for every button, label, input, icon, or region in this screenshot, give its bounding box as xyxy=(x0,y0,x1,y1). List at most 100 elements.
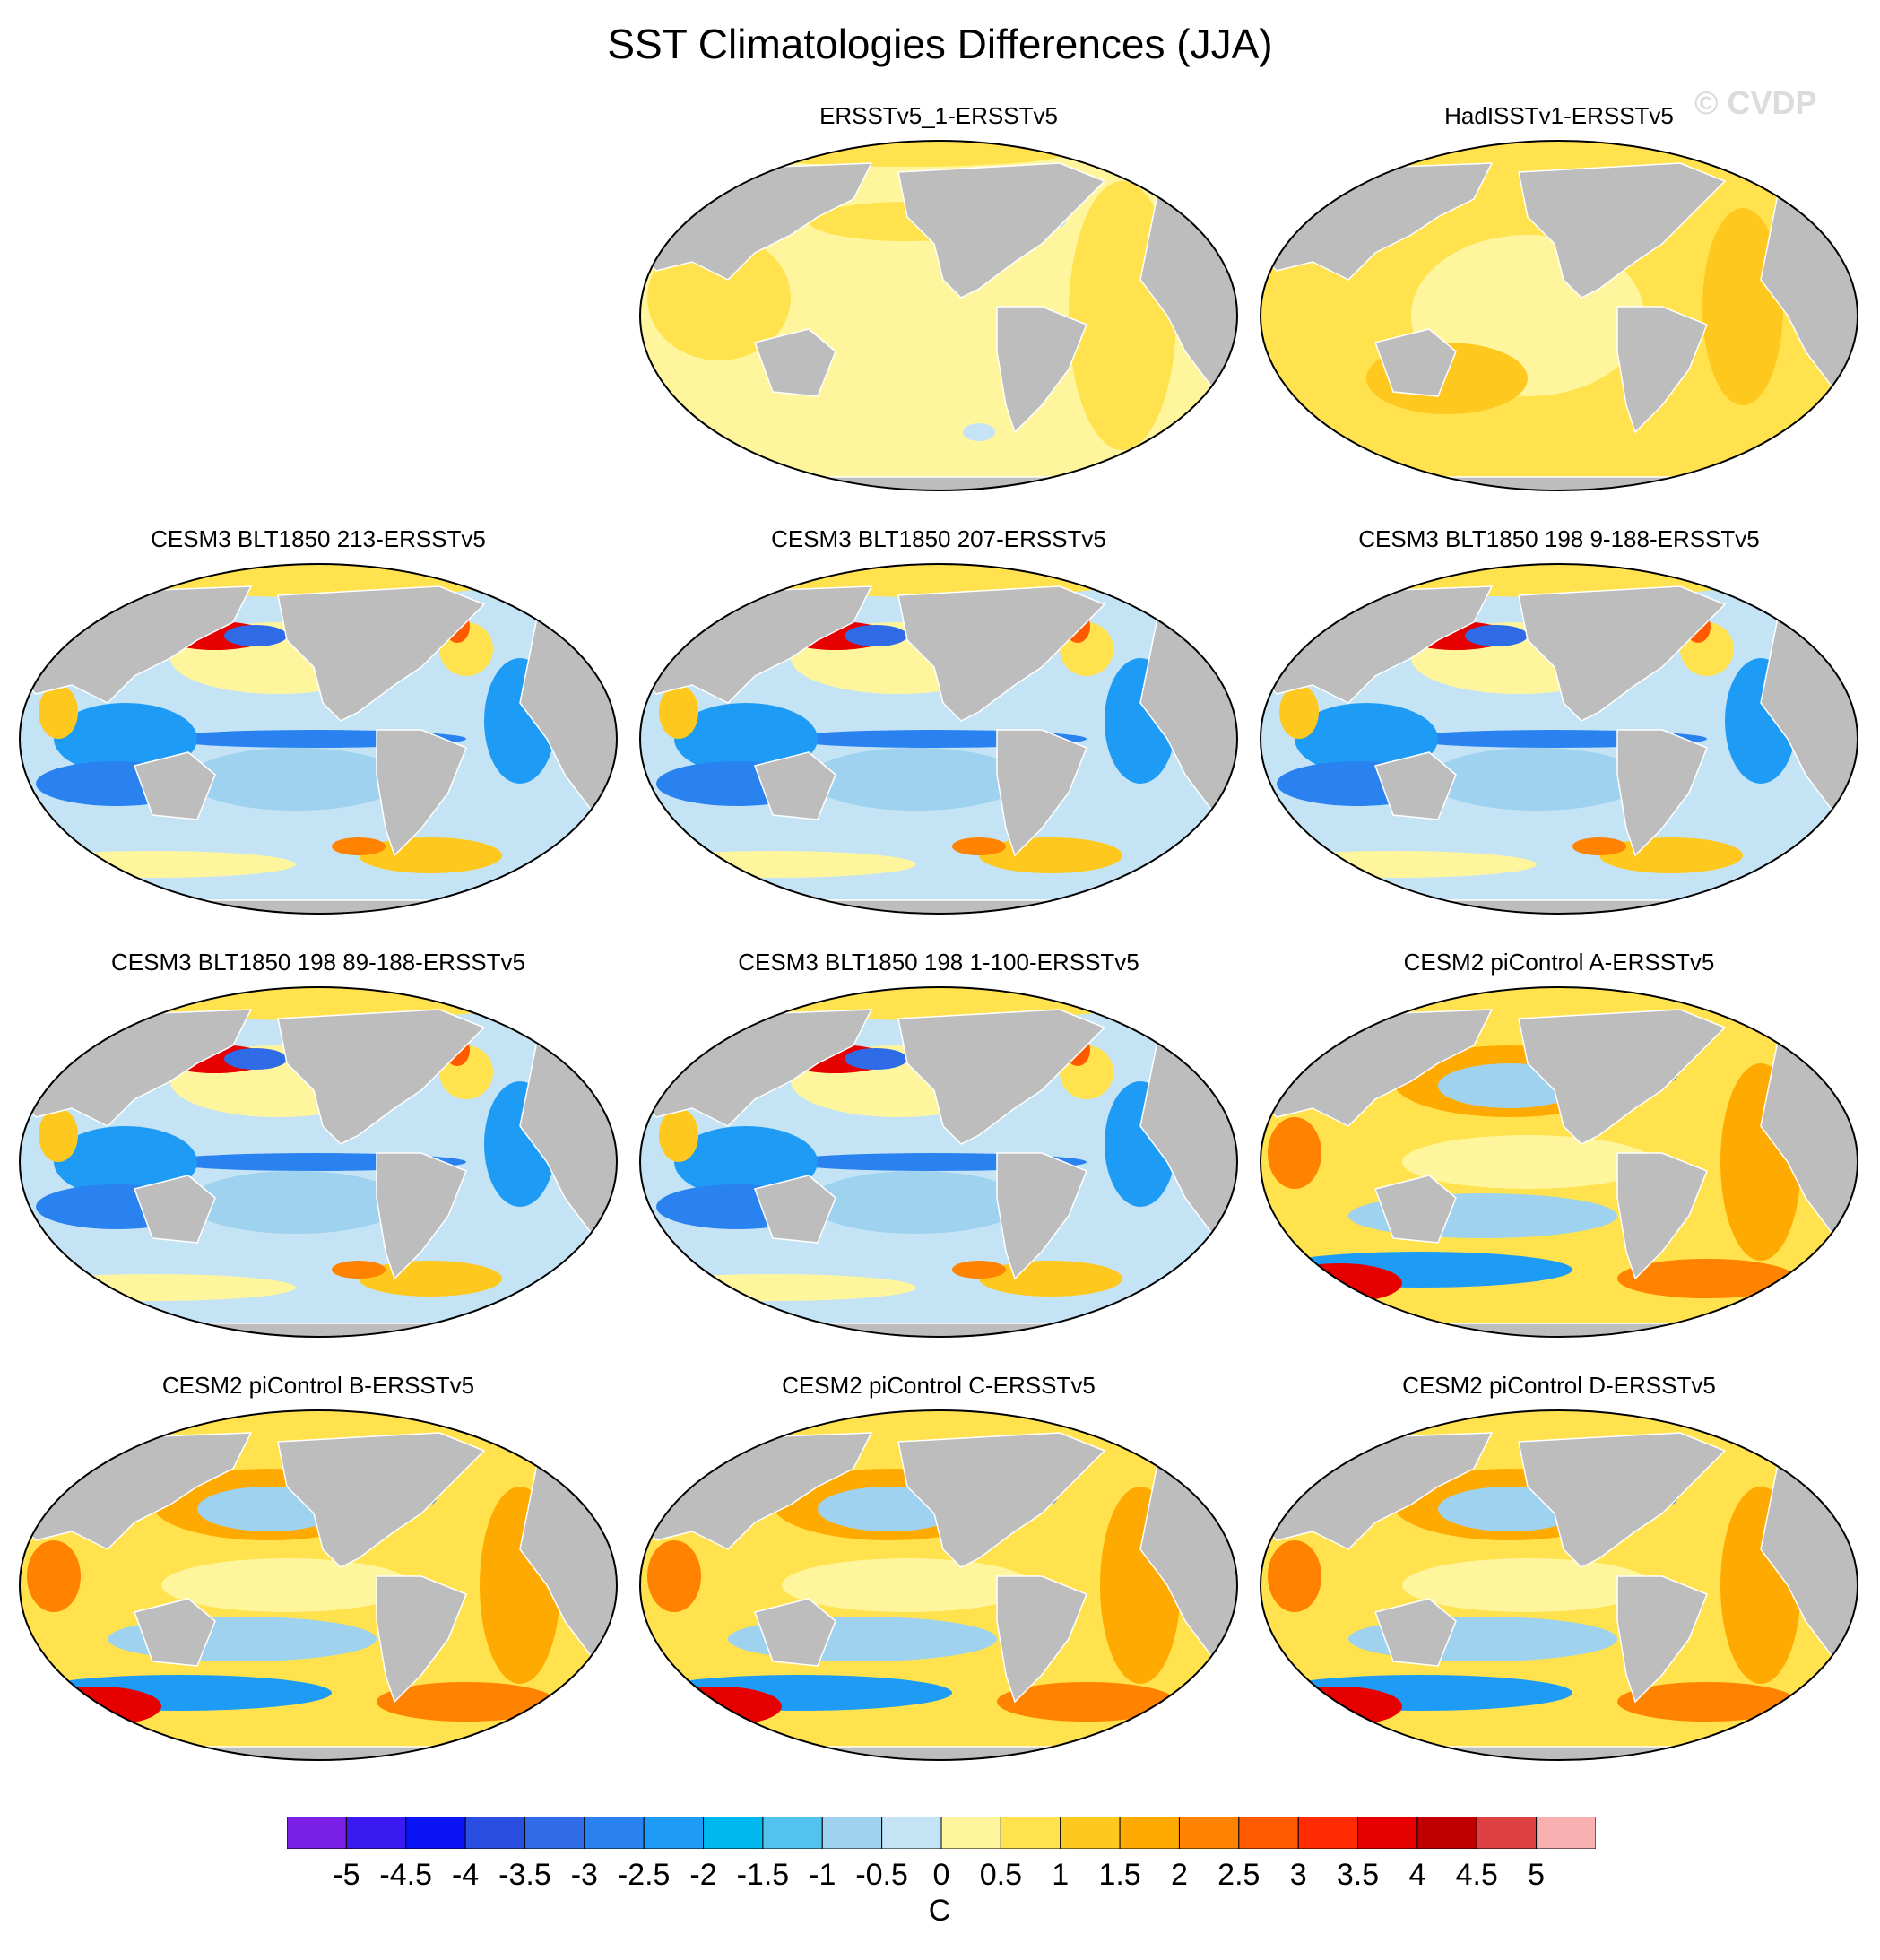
land-antarctica xyxy=(71,899,566,914)
panel-title: CESM3 BLT1850 207-ERSSTv5 xyxy=(771,525,1106,552)
colorbar-tick-label: -5 xyxy=(333,1858,360,1892)
colorbar-tick-label: 5 xyxy=(1528,1858,1546,1892)
colorbar-tick-label: -2.5 xyxy=(617,1858,671,1892)
robinson-map xyxy=(1260,1409,1858,1761)
page-title: SST Climatologies Differences (JJA) xyxy=(607,21,1273,67)
watermark: © CVDP xyxy=(1694,84,1817,121)
southern-warm xyxy=(1572,837,1626,855)
robinson-map xyxy=(19,1409,618,1761)
southern-warm xyxy=(952,1261,1006,1279)
west-indian-warm xyxy=(1268,1540,1321,1612)
colorbar-tick-label: 3 xyxy=(1289,1858,1307,1892)
land-south-america xyxy=(996,306,1087,434)
southern-warm xyxy=(952,837,1006,855)
map-panel: CESM2 piControl B-ERSSTv5 xyxy=(9,1372,628,1766)
south-atlantic-warm xyxy=(997,1682,1176,1722)
land-south-america xyxy=(376,729,467,857)
colorbar-swatch xyxy=(1416,1817,1477,1849)
map-panel: HadISSTv1-ERSSTv5 xyxy=(1250,102,1868,497)
land-north-america xyxy=(897,585,1106,722)
north-pacific-cool xyxy=(1465,625,1528,646)
south-atlantic-warm xyxy=(1617,1682,1797,1722)
colorbar-tick-label: -1 xyxy=(809,1858,836,1892)
land-antarctica xyxy=(1312,1323,1806,1337)
land-antarctica xyxy=(691,899,1186,914)
west-indian-warm xyxy=(1268,1117,1321,1189)
equatorial-neutral xyxy=(1402,1135,1653,1189)
land-antarctica xyxy=(71,1323,566,1337)
map-border xyxy=(19,986,618,1338)
colorbar-tick-label: 1.5 xyxy=(1098,1858,1141,1892)
south-atlantic-warm xyxy=(377,1682,556,1722)
north-pacific-cool xyxy=(845,625,907,646)
map-panel: CESM3 BLT1850 207-ERSSTv5 xyxy=(629,525,1248,920)
land-antarctica xyxy=(691,1746,1186,1760)
southern-ocean-warm xyxy=(20,851,296,878)
southern-ocean-warm xyxy=(20,1274,296,1301)
colorbar-tick-label: 0.5 xyxy=(979,1858,1022,1892)
colorbar-unit: C xyxy=(928,1894,951,1928)
colorbar-tick-label: 4 xyxy=(1408,1858,1426,1892)
south-pacific-cool xyxy=(809,748,1024,811)
panel-title: CESM3 BLT1850 213-ERSSTv5 xyxy=(151,525,486,552)
land-north-america xyxy=(1518,585,1727,722)
map-panel: CESM2 piControl D-ERSSTv5 xyxy=(1250,1372,1868,1766)
map-border xyxy=(1260,140,1858,491)
land-australia xyxy=(1374,1598,1457,1667)
map-border xyxy=(639,563,1238,915)
colorbar-swatch xyxy=(524,1817,585,1849)
robinson-map xyxy=(639,563,1238,915)
robinson-map xyxy=(19,563,618,915)
land-australia xyxy=(1374,751,1457,820)
robinson-map xyxy=(639,140,1238,491)
colorbar-tick-label: -4.5 xyxy=(379,1858,433,1892)
west-indian-warm xyxy=(27,1540,81,1612)
map-border xyxy=(639,1409,1238,1761)
land-south-america xyxy=(996,1575,1087,1704)
panel-title: CESM3 BLT1850 198 1-100-ERSSTv5 xyxy=(738,949,1139,976)
land-australia xyxy=(1374,1175,1457,1244)
southern-cool xyxy=(963,423,995,441)
land-north-america xyxy=(897,162,1106,299)
north-pacific-cool xyxy=(845,1048,907,1070)
panel-title: CESM3 BLT1850 198 9-188-ERSSTv5 xyxy=(1358,525,1760,552)
arabian-sea-warm xyxy=(1279,685,1319,739)
atlantic-warm xyxy=(1702,208,1783,405)
land-antarctica xyxy=(71,1746,566,1760)
land-north-america xyxy=(1518,162,1727,299)
panel-title: HadISSTv1-ERSSTv5 xyxy=(1444,102,1674,129)
robinson-map xyxy=(1260,563,1858,915)
indian-cool xyxy=(1295,703,1438,775)
map-border xyxy=(1260,563,1858,915)
southern-cool xyxy=(1268,1252,1572,1288)
map-border xyxy=(1260,986,1858,1338)
colorbar-swatch xyxy=(405,1817,466,1849)
indian-cool xyxy=(54,703,197,775)
land-south-america xyxy=(376,1575,467,1704)
map-panel: CESM2 piControl C-ERSSTv5 xyxy=(629,1372,1248,1766)
map-border xyxy=(639,140,1238,491)
arabian-sea-warm xyxy=(39,1108,78,1162)
land-north-america xyxy=(897,1009,1106,1145)
land-australia xyxy=(754,751,836,820)
colorbar-swatch xyxy=(1536,1817,1596,1849)
land-australia xyxy=(1374,328,1457,397)
land-north-america xyxy=(277,1432,486,1568)
indian-cool xyxy=(674,703,818,775)
southern-hot xyxy=(1277,1263,1402,1303)
arabian-sea-warm xyxy=(659,1108,698,1162)
panel-title: CESM3 BLT1850 198 89-188-ERSSTv5 xyxy=(111,949,525,976)
indian-cool xyxy=(674,1126,818,1198)
colorbar-swatch xyxy=(1060,1817,1121,1849)
land-australia xyxy=(134,751,216,820)
colorbar-tick-label: 0 xyxy=(932,1858,950,1892)
robinson-map xyxy=(19,986,618,1338)
colorbar-swatch xyxy=(345,1817,407,1849)
southern-cool xyxy=(1268,1675,1572,1711)
southern-warm xyxy=(332,1261,386,1279)
south-pacific-cool xyxy=(188,1171,403,1234)
arctic-hotspot xyxy=(1373,144,1395,155)
colorbar-swatch xyxy=(1178,1817,1240,1849)
colorbar-swatch xyxy=(940,1817,1001,1849)
land-australia xyxy=(134,1175,216,1244)
